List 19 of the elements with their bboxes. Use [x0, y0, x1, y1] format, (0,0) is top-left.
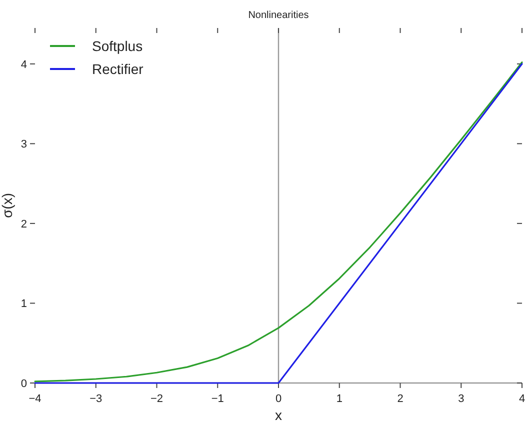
y-tick-label: 0	[20, 378, 27, 390]
x-tick-label: −2	[150, 393, 164, 405]
x-axis-title: x	[275, 407, 282, 423]
x-tick-label: −4	[28, 393, 42, 405]
x-tick-label: 4	[518, 393, 526, 405]
x-tick-label: 1	[336, 393, 342, 405]
y-tick-label: 2	[20, 218, 27, 230]
chart-title: Nonlinearities	[248, 10, 309, 21]
y-tick-label: 1	[20, 298, 27, 310]
legend-label: Softplus	[92, 38, 143, 54]
x-tick-label: −3	[90, 393, 102, 405]
x-tick-label: 0	[275, 393, 282, 405]
x-tick-label: 2	[397, 393, 404, 405]
x-tick-label: 3	[458, 393, 464, 405]
y-tick-label: 3	[20, 138, 27, 151]
x-tick-label: −1	[211, 393, 224, 405]
y-tick-label: 4	[20, 58, 27, 71]
legend-label: Rectifier	[92, 61, 144, 77]
y-axis-title: σ(x)	[0, 193, 15, 218]
